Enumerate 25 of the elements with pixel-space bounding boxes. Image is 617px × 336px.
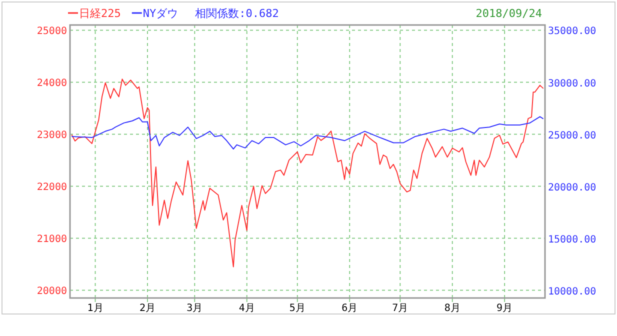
- legend-label: 日経225: [79, 7, 121, 20]
- x-tick-label: 9月: [496, 303, 513, 314]
- y2-tick-label: 25000.00: [548, 130, 596, 142]
- text: 2018/09/24: [476, 7, 542, 20]
- y-tick-label: 25000: [36, 26, 67, 38]
- x-tick-label: 2月: [139, 303, 156, 314]
- y2-tick-label: 30000.00: [548, 78, 596, 90]
- x-tick-label: 6月: [342, 303, 358, 314]
- y2-tick-label: 15000.00: [548, 234, 596, 246]
- legend-label: NYダウ: [142, 7, 178, 20]
- text: 相関係数:0.682: [195, 7, 279, 20]
- y2-tick-label: 20000.00: [548, 182, 596, 194]
- y-tick-label: 24000: [36, 78, 67, 90]
- y2-tick-label: 35000.00: [548, 26, 596, 38]
- x-tick-label: 7月: [392, 303, 408, 314]
- x-tick-label: 3月: [186, 303, 203, 314]
- x-tick-label: 4月: [238, 303, 255, 314]
- y-tick-label: 21000: [36, 234, 67, 246]
- x-tick-label: 1月: [87, 303, 104, 314]
- y2-tick-label: 10000.00: [548, 286, 596, 298]
- x-tick-label: 5月: [289, 303, 306, 314]
- y-tick-label: 20000: [36, 286, 67, 298]
- x-tick-label: 8月: [444, 303, 460, 314]
- y-tick-label: 22000: [36, 182, 67, 194]
- y-tick-label: 23000: [36, 130, 67, 142]
